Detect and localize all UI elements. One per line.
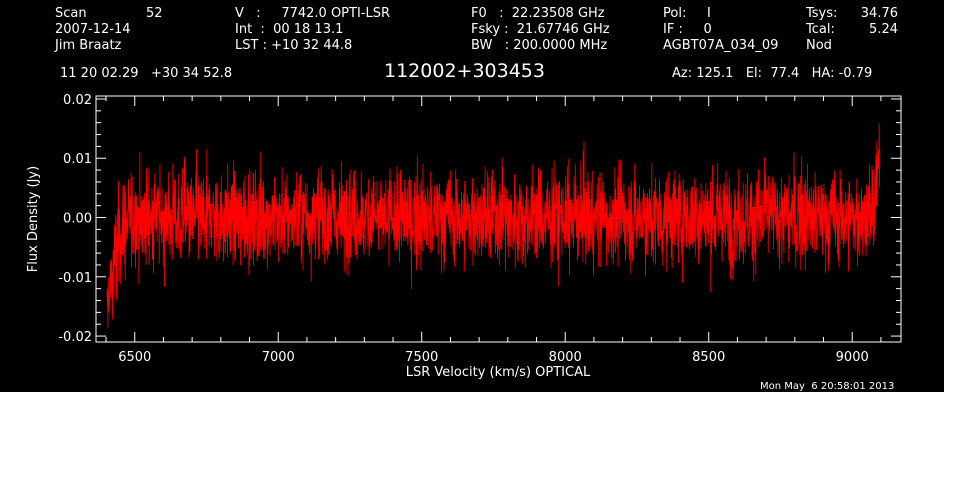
y-tick-label: 0.00 bbox=[63, 212, 92, 227]
x-axis-label: LSR Velocity (km/s) OPTICAL bbox=[406, 365, 591, 380]
y-tick-label: -0.02 bbox=[58, 330, 92, 345]
plot-frame bbox=[95, 95, 902, 343]
tcal-label: Tcal: bbox=[806, 22, 835, 37]
scan-label: Scan bbox=[55, 6, 87, 21]
az-el-ha: Az: 125.1 El: 77.4 HA: -0.79 bbox=[672, 66, 873, 81]
tsys-label: Tsys: bbox=[806, 6, 838, 21]
axes-layer: 6500 7000 7500 8000 8500 9000 -0.02 -0.01 0.00 0.… bbox=[58, 93, 901, 365]
y-axis-label: Flux Density (Jy) bbox=[26, 166, 41, 272]
observing-mode: Nod bbox=[806, 38, 832, 53]
source-coordinates: 11 20 02.29 +30 34 52.8 bbox=[60, 66, 233, 81]
if-number: IF : 0 bbox=[663, 22, 712, 37]
x-tick-label: 8000 bbox=[549, 350, 582, 365]
x-tick-label: 9000 bbox=[836, 350, 869, 365]
polarization: Pol: I bbox=[663, 6, 711, 21]
x-tick-label: 7000 bbox=[262, 350, 295, 365]
plot-panel: Scan 52 2007-12-14 Jim Braatz V : 7742.0… bbox=[0, 0, 944, 392]
scan-number: 52 bbox=[146, 6, 163, 21]
x-tick-label: 7500 bbox=[405, 350, 438, 365]
sky-frequency: Fsky : 21.67746 GHz bbox=[471, 22, 610, 37]
y-tick-label: -0.01 bbox=[58, 271, 92, 286]
x-tick-label: 8500 bbox=[692, 350, 725, 365]
x-tick-label: 6500 bbox=[118, 350, 151, 365]
rest-frequency: F0 : 22.23508 GHz bbox=[471, 6, 605, 21]
integration-time: Int : 00 18 13.1 bbox=[235, 22, 344, 37]
chart-title: 112002+303453 bbox=[384, 60, 545, 82]
spectrum-line bbox=[106, 123, 881, 328]
trace-layer bbox=[106, 123, 881, 328]
observer-name: Jim Braatz bbox=[55, 38, 122, 53]
y-tick-label: 0.02 bbox=[63, 93, 92, 108]
tcal-value: 5.24 bbox=[869, 22, 898, 37]
bandwidth: BW : 200.0000 MHz bbox=[471, 38, 608, 53]
y-tick-label: 0.01 bbox=[63, 152, 92, 167]
velocity-readout: V : 7742.0 OPTI-LSR bbox=[235, 6, 391, 21]
observation-date: 2007-12-14 bbox=[55, 22, 131, 37]
tsys-value: 34.76 bbox=[860, 6, 898, 21]
project-id: AGBT07A_034_09 bbox=[663, 38, 779, 53]
timestamp: Mon May 6 20:58:01 2013 bbox=[760, 381, 895, 392]
spectrum-chart: 6500 7000 7500 8000 8500 9000 -0.02 -0.01 0.00 0.… bbox=[26, 93, 902, 380]
lst-readout: LST : +10 32 44.8 bbox=[235, 38, 353, 53]
